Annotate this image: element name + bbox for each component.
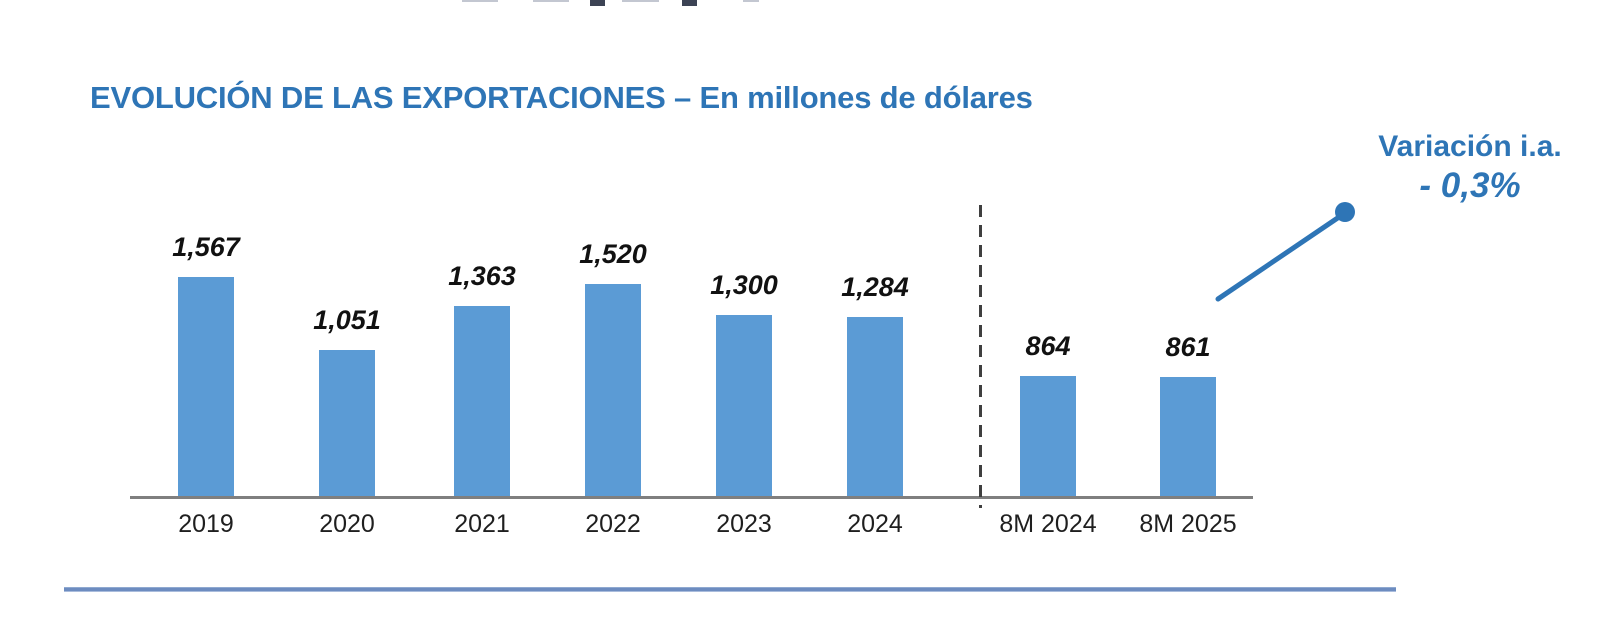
variation-annotation-label: Variación i.a. (1378, 130, 1562, 163)
variation-connector-line (1215, 210, 1348, 302)
variation-annotation: Variación i.a. - 0,3% (1355, 130, 1585, 206)
chart-title: EVOLUCIÓN DE LAS EXPORTACIONES – En mill… (90, 80, 1033, 115)
cropped-text-fragment (682, 0, 697, 6)
x-axis-line (130, 496, 1253, 499)
x-tick-label: 2022 (585, 510, 641, 538)
variation-annotation-value: - 0,3% (1419, 166, 1521, 205)
bar-value-label: 1,520 (579, 239, 647, 269)
bar-2020 (319, 350, 375, 498)
cropped-text-fragment (622, 0, 659, 2)
bar-value-label: 1,363 (448, 261, 516, 291)
bar-2021 (454, 306, 510, 498)
cropped-text-fragment (590, 0, 605, 6)
x-tick-label: 8M 2024 (999, 510, 1097, 538)
bar-value-label: 861 (1165, 332, 1211, 362)
bottom-divider-line (64, 587, 1396, 592)
x-tick-label: 8M 2025 (1139, 510, 1237, 538)
period-separator-dashed-line (979, 205, 982, 508)
cropped-text-fragment (743, 0, 759, 2)
bar-2022 (585, 284, 641, 498)
x-tick-label: 2020 (319, 510, 375, 538)
x-tick-label: 2021 (454, 510, 510, 538)
bar-2024 (847, 317, 903, 498)
x-tick-label: 2019 (178, 510, 234, 538)
cropped-text-fragment (533, 0, 569, 2)
bar-value-label: 1,284 (841, 272, 909, 302)
variation-connector-dot (1335, 202, 1355, 222)
bar-value-label: 1,300 (710, 270, 778, 300)
bar-2023 (716, 315, 772, 498)
cropped-text-fragment (462, 0, 498, 2)
bar-8M 2025 (1160, 377, 1216, 498)
bar-value-label: 1,051 (313, 305, 381, 335)
x-tick-label: 2024 (847, 510, 903, 538)
bar-value-label: 1,567 (172, 232, 240, 262)
bar-value-label: 864 (1025, 331, 1071, 361)
bar-2019 (178, 277, 234, 498)
x-tick-label: 2023 (716, 510, 772, 538)
bar-8M 2024 (1020, 376, 1076, 498)
